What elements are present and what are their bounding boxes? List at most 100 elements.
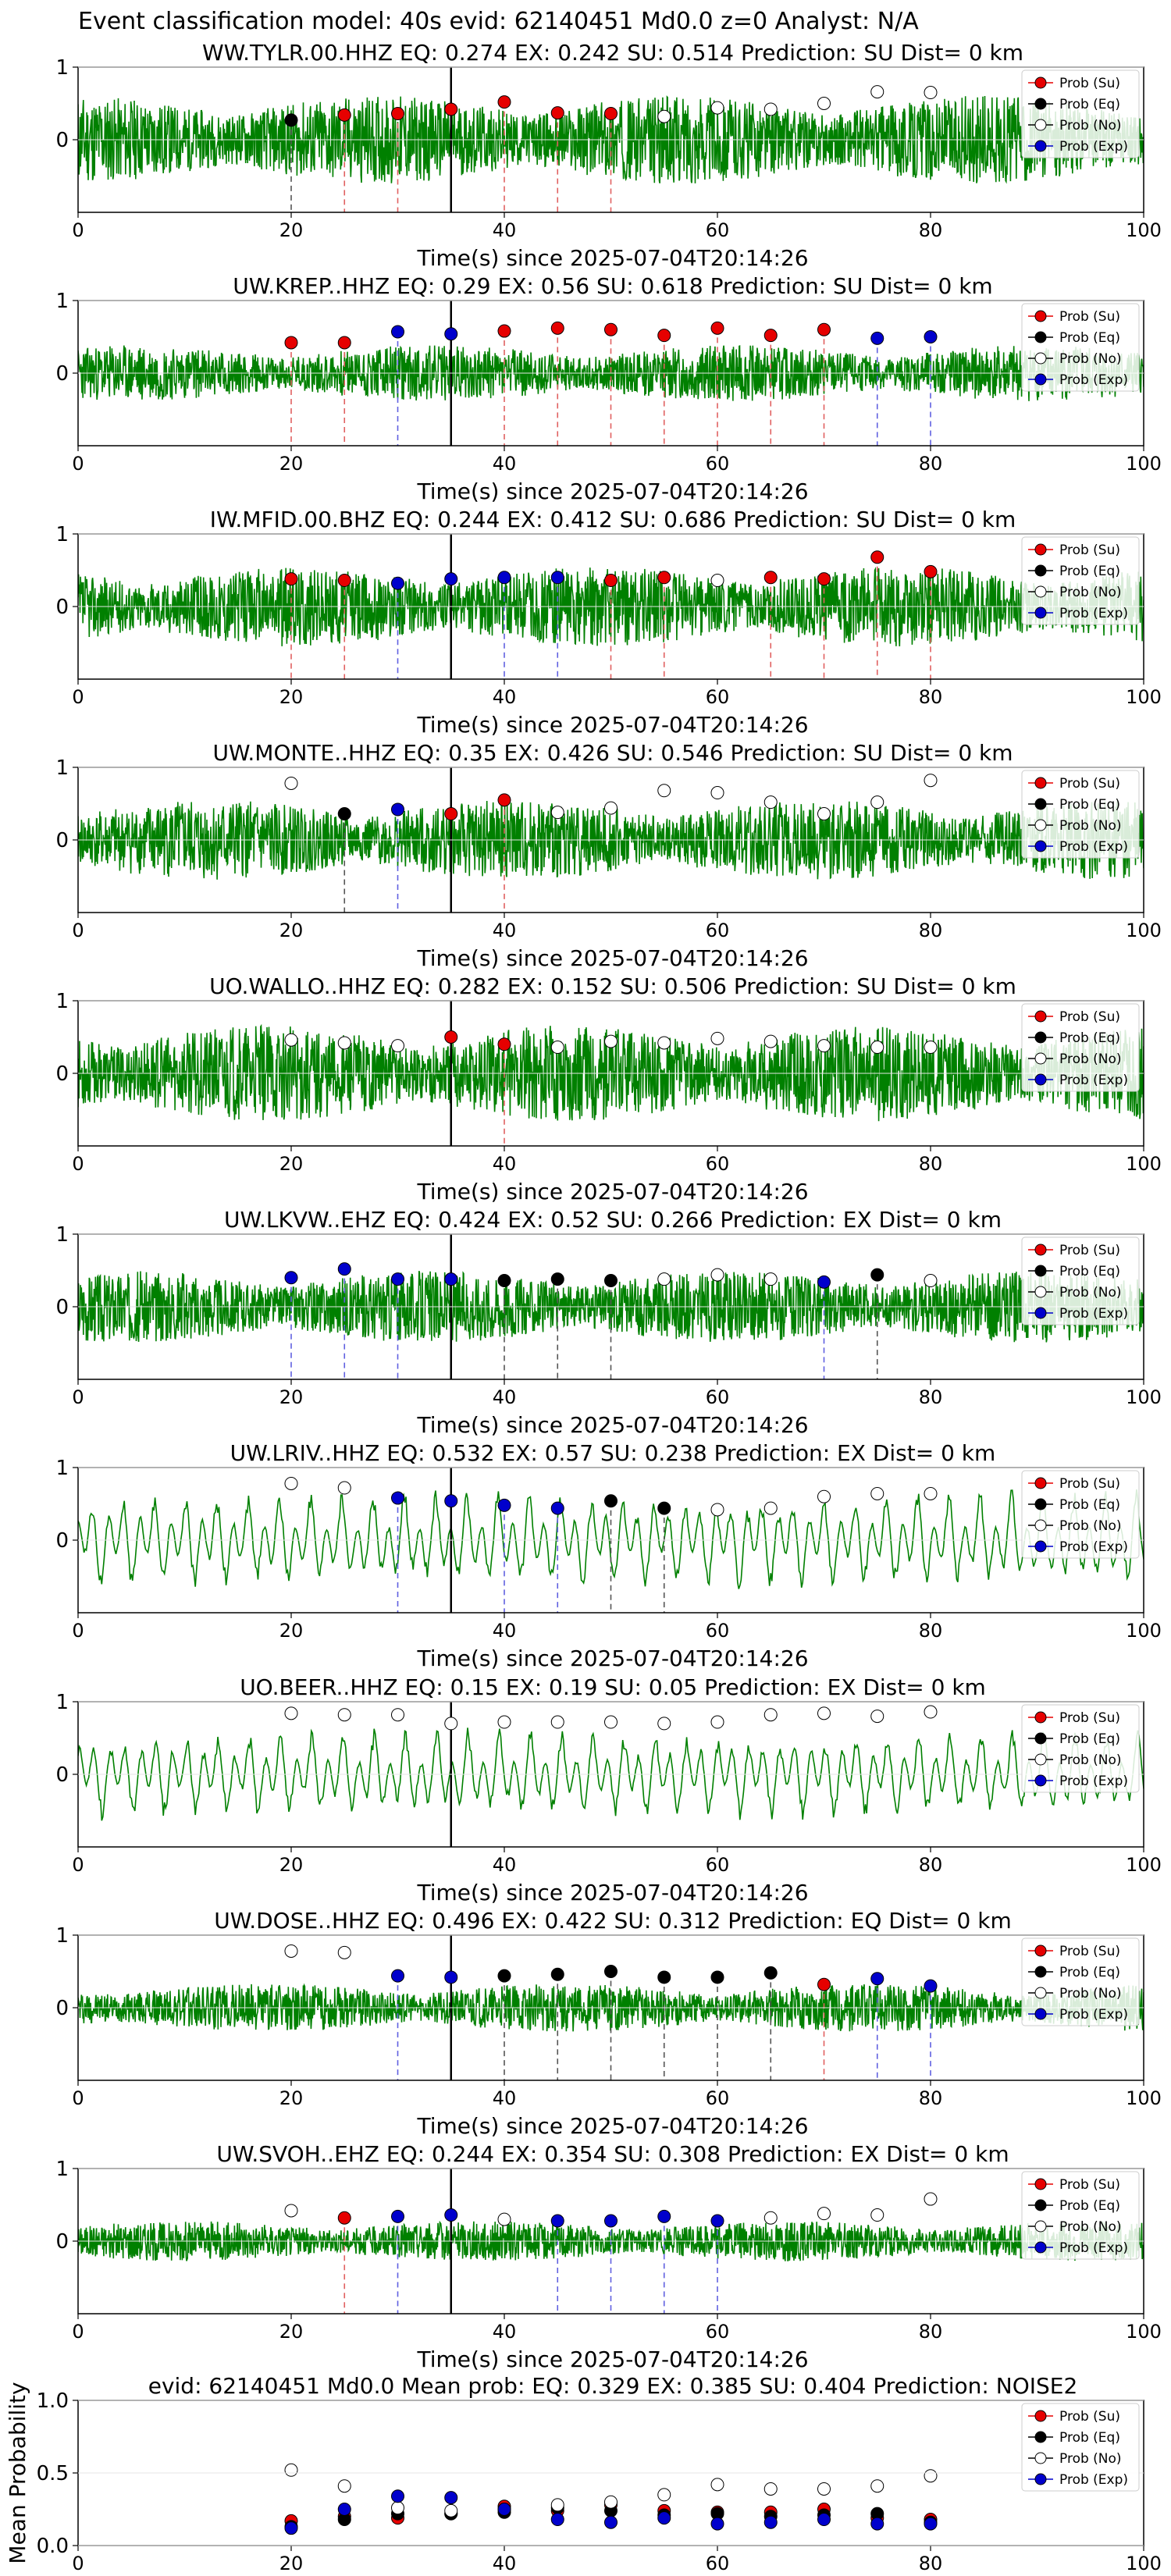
prob-marker-su <box>817 572 831 586</box>
mean-prob-marker-exp <box>657 2511 671 2525</box>
prob-marker-no <box>391 1708 404 1722</box>
panel-title: UW.LRIV..HHZ EQ: 0.532 EX: 0.57 SU: 0.23… <box>230 1440 996 1466</box>
mean-prob-marker-exp <box>870 2517 884 2531</box>
panel-3: IW.MFID.00.BHZ EQ: 0.244 EX: 0.412 SU: 0… <box>55 507 1161 738</box>
prob-marker-no <box>924 1705 938 1719</box>
mean-prob-marker-no <box>284 2463 298 2477</box>
x-tick-label: 20 <box>279 1153 304 1175</box>
legend-marker <box>1034 352 1047 365</box>
x-tick-label: 80 <box>919 686 943 708</box>
legend-marker <box>1034 119 1047 131</box>
mean-prob-marker-no <box>391 2501 404 2515</box>
legend-label: Prob (Eq) <box>1059 564 1120 579</box>
prob-marker-eq <box>604 1494 618 1508</box>
legend-label: Prob (Su) <box>1059 2177 1120 2193</box>
x-tick-label: 100 <box>1126 1854 1162 1876</box>
y-tick-label: 0 <box>55 2230 69 2254</box>
legend-label: Prob (No) <box>1059 585 1122 600</box>
mean-prob-marker-exp <box>710 2517 724 2531</box>
prob-marker-no <box>763 1034 778 1048</box>
prob-marker-no <box>817 2207 831 2221</box>
figure-title: Event classification model: 40s evid: 62… <box>78 8 919 35</box>
prob-marker-no <box>870 795 884 809</box>
prob-marker-no <box>763 1708 778 1722</box>
prob-marker-no <box>604 1715 618 1729</box>
mean-prob-marker-no <box>924 2469 938 2483</box>
legend-box <box>1021 303 1140 392</box>
legend-label: Prob (No) <box>1059 1752 1122 1768</box>
prob-marker-exp <box>337 1262 351 1276</box>
prob-marker-no <box>657 109 671 123</box>
panel-9: UW.DOSE..HHZ EQ: 0.496 EX: 0.422 SU: 0.3… <box>55 1908 1161 2139</box>
prob-marker-no <box>924 774 938 788</box>
prob-marker-exp <box>391 576 404 590</box>
x-tick-label: 80 <box>919 453 943 475</box>
mean-prob-marker-exp <box>284 2521 298 2535</box>
legend-marker <box>1034 1774 1047 1787</box>
legend-marker <box>1034 2220 1047 2233</box>
x-tick-label: 0 <box>72 219 84 241</box>
prob-marker-su <box>604 107 618 121</box>
panel-10: UW.SVOH..EHZ EQ: 0.244 EX: 0.354 SU: 0.3… <box>55 2141 1161 2372</box>
y-tick-label: 1 <box>55 1691 69 1714</box>
x-tick-label: 40 <box>493 686 517 708</box>
x-tick-label: 60 <box>706 1153 730 1175</box>
x-tick-label: 80 <box>919 2553 943 2574</box>
plot-area <box>78 67 1144 212</box>
prob-marker-su <box>391 107 404 121</box>
panel-title: evid: 62140451 Md0.0 Mean prob: EQ: 0.32… <box>148 2373 1078 2399</box>
panel-7: UW.LRIV..HHZ EQ: 0.532 EX: 0.57 SU: 0.23… <box>55 1440 1161 1671</box>
mean-prob-marker-no <box>444 2503 458 2517</box>
prob-marker-no <box>284 776 298 790</box>
y-tick-label: 1 <box>55 1924 69 1948</box>
x-tick-label: 60 <box>706 1620 730 1642</box>
legend-box <box>1021 1236 1140 1325</box>
prob-marker-no <box>337 1708 351 1722</box>
panel-4: UW.MONTE..HHZ EQ: 0.35 EX: 0.426 SU: 0.5… <box>55 740 1161 971</box>
legend-box <box>1021 770 1140 859</box>
prob-marker-eq <box>657 1501 671 1515</box>
legend-label: Prob (No) <box>1059 118 1122 133</box>
panel-title: UW.DOSE..HHZ EQ: 0.496 EX: 0.422 SU: 0.3… <box>214 1908 1012 1934</box>
panel-11: evid: 62140451 Md0.0 Mean prob: EQ: 0.32… <box>5 2373 1162 2574</box>
mean-prob-marker-no <box>657 2488 671 2502</box>
prob-marker-eq <box>710 1970 724 1984</box>
plot-area <box>78 1234 1144 1379</box>
x-tick-label: 40 <box>493 2553 517 2574</box>
x-tick-label: 20 <box>279 453 304 475</box>
waveform-trace <box>78 345 1144 401</box>
legend-label: Prob (Eq) <box>1059 2430 1120 2446</box>
prob-marker-no <box>604 801 618 815</box>
y-tick-label: 0.0 <box>37 2535 69 2558</box>
mean-prob-marker-exp <box>817 2513 831 2527</box>
panel-2: UW.KREP..HHZ EQ: 0.29 EX: 0.56 SU: 0.618… <box>55 273 1161 504</box>
x-tick-label: 20 <box>279 920 304 941</box>
x-tick-label: 20 <box>279 2553 304 2574</box>
x-tick-label: 40 <box>493 1153 517 1175</box>
x-axis-label: Time(s) since 2025-07-04T20:14:26 <box>416 2347 808 2372</box>
prob-marker-exp <box>444 1272 458 1286</box>
legend-label: Prob (No) <box>1059 2219 1122 2235</box>
prob-marker-su <box>763 329 778 343</box>
legend-label: Prob (Su) <box>1059 1243 1120 1258</box>
x-tick-label: 80 <box>919 219 943 241</box>
prob-marker-no <box>550 1041 564 1055</box>
prob-marker-exp <box>284 1271 298 1285</box>
mean-prob-marker-no <box>337 2479 351 2493</box>
x-tick-label: 100 <box>1126 1153 1162 1175</box>
legend-label: Prob (No) <box>1059 1285 1122 1300</box>
prob-marker-exp <box>444 327 458 341</box>
legend-marker <box>1034 140 1047 152</box>
legend-marker <box>1034 1031 1047 1044</box>
x-tick-label: 0 <box>72 2087 84 2109</box>
prob-marker-exp <box>391 325 404 339</box>
prob-marker-exp <box>391 2209 404 2223</box>
panel-title: UW.MONTE..HHZ EQ: 0.35 EX: 0.426 SU: 0.5… <box>212 740 1013 766</box>
legend-label: Prob (Exp) <box>1059 1073 1128 1088</box>
legend-label: Prob (Exp) <box>1059 2007 1128 2023</box>
legend-marker <box>1034 2199 1047 2211</box>
x-tick-label: 80 <box>919 2321 943 2343</box>
legend-marker <box>1034 76 1047 89</box>
mean-prob-marker-exp <box>391 2489 404 2503</box>
